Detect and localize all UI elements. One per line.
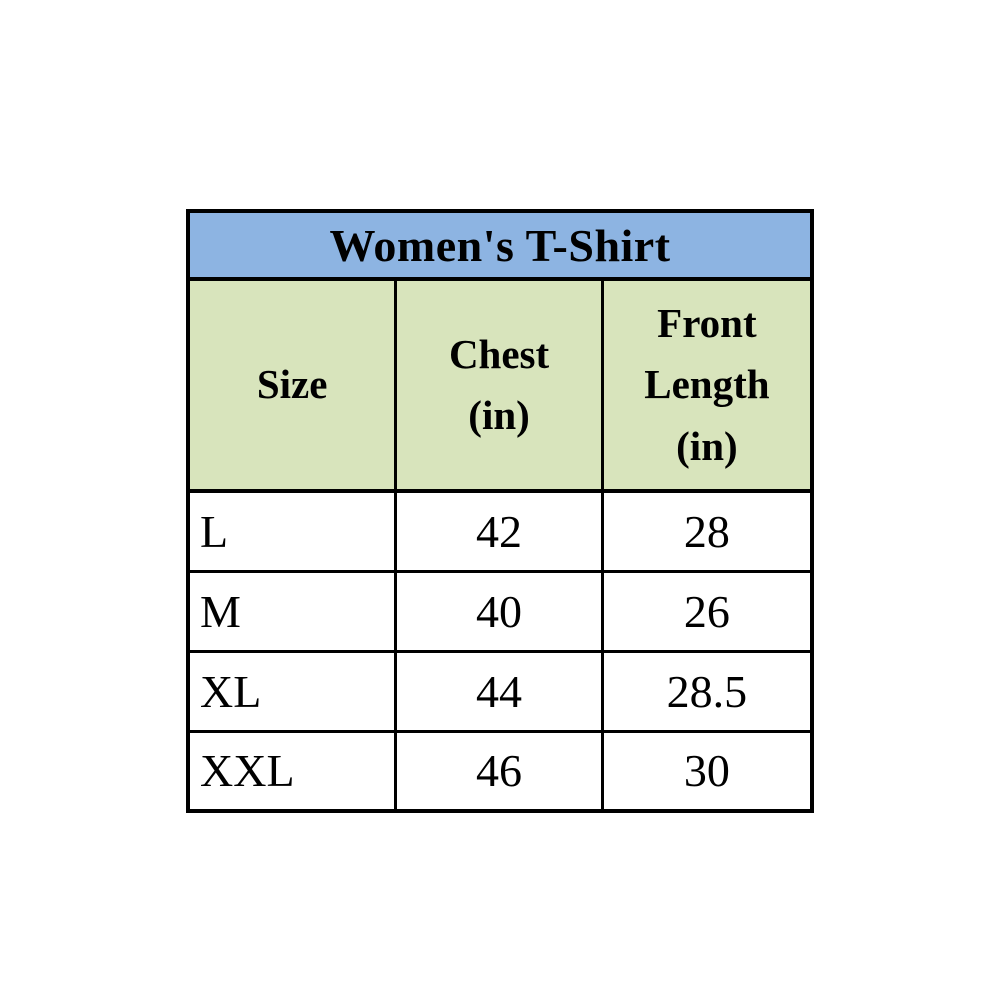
- cell-size: XL: [186, 649, 398, 733]
- table-row: XL 44 28.5: [186, 649, 814, 733]
- column-header-line: Front: [657, 299, 757, 346]
- cell-front-length: 30: [600, 729, 814, 813]
- table-header-row: Size Chest (in) Front Length (in): [186, 277, 814, 493]
- column-header-line: Size: [256, 361, 328, 408]
- table-row: XXL 46 30: [186, 729, 814, 813]
- table-title: Women's T-Shirt: [186, 209, 814, 281]
- column-header-line: (in): [676, 422, 738, 469]
- table-title-row: Women's T-Shirt: [186, 209, 814, 281]
- cell-size: XXL: [186, 729, 398, 813]
- cell-chest: 42: [394, 489, 604, 573]
- cell-front-length: 28.5: [600, 649, 814, 733]
- cell-size: M: [186, 569, 398, 653]
- cell-front-length: 26: [600, 569, 814, 653]
- column-header-line: Length: [644, 361, 770, 408]
- cell-chest: 40: [394, 569, 604, 653]
- column-header-size: Size: [186, 277, 398, 493]
- size-chart-table: Women's T-Shirt Size Chest (in) Front Le…: [186, 209, 814, 813]
- size-chart-canvas: Women's T-Shirt Size Chest (in) Front Le…: [186, 209, 814, 813]
- column-header-front-length: Front Length (in): [600, 277, 814, 493]
- column-header-line: (in): [468, 392, 530, 438]
- cell-front-length: 28: [600, 489, 814, 573]
- column-header-line: Chest: [448, 330, 550, 377]
- table-row: L 42 28: [186, 489, 814, 573]
- cell-chest: 46: [394, 729, 604, 813]
- table-row: M 40 26: [186, 569, 814, 653]
- cell-size: L: [186, 489, 398, 573]
- cell-chest: 44: [394, 649, 604, 733]
- column-header-chest: Chest (in): [394, 277, 604, 493]
